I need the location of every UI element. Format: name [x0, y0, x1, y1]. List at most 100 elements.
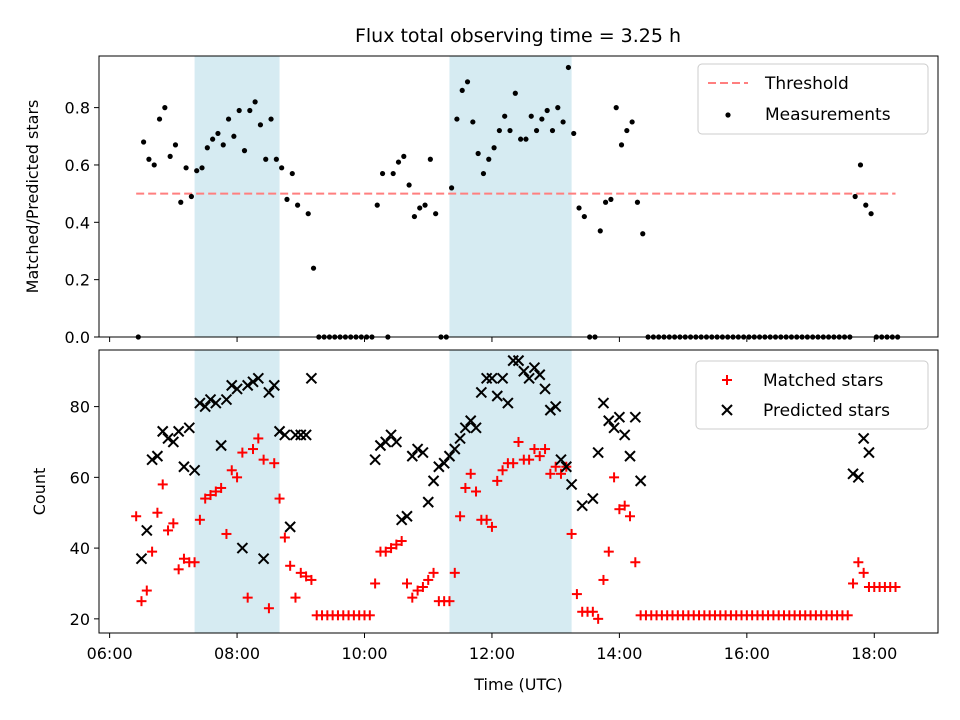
measurement-point	[194, 168, 200, 174]
top-legend: Threshold Measurements	[697, 63, 929, 135]
predicted-star-point	[592, 446, 604, 459]
marker-stroke	[226, 379, 238, 392]
top-panel: 0.00.20.40.60.8 Matched/Predicted stars …	[23, 55, 939, 347]
marker-stroke	[555, 453, 567, 466]
marker-stroke	[263, 386, 275, 399]
measurement-point	[225, 116, 232, 122]
top-axes: 0.0 0.2 0.4 0.6 0.8	[65, 99, 875, 347]
measurement-point	[146, 156, 152, 162]
y-tick-label: 0.8	[65, 99, 90, 118]
predicted-star-point	[141, 524, 153, 537]
predicted-star-point	[523, 372, 535, 385]
predicted-star-point	[470, 422, 482, 434]
measurement-point	[406, 182, 412, 188]
bottom-y-axis-label: Count	[30, 468, 49, 516]
marker-stroke	[587, 492, 599, 505]
matched-star-point	[131, 511, 142, 522]
measurement-point	[305, 211, 311, 217]
predicted-star-point	[475, 386, 488, 399]
bottom-axes-frame	[98, 349, 939, 634]
measurement-point	[549, 127, 556, 134]
measurement-point	[539, 116, 545, 122]
matched-star-point	[189, 557, 200, 568]
marker-stroke	[215, 439, 227, 452]
marker-stroke	[417, 446, 429, 459]
measurement-point	[284, 196, 290, 202]
predicted-star-point	[199, 400, 211, 413]
predicted-star-point	[502, 397, 514, 409]
marker-stroke	[560, 461, 572, 473]
y-tick-label: 60	[70, 468, 90, 487]
measurement-point	[427, 156, 433, 162]
y-tick-label: 0.0	[65, 328, 90, 347]
highlight-span	[194, 56, 280, 337]
measurement-point	[565, 64, 572, 71]
predicted-star-point	[268, 379, 280, 392]
marker-stroke	[279, 429, 291, 441]
matched-star-point	[147, 546, 158, 557]
matched-star-point	[285, 560, 296, 571]
predicted-star-point	[539, 383, 551, 395]
marker-stroke	[284, 521, 296, 533]
predicted-star-point	[178, 461, 190, 473]
legend-predicted-label: Predicted stars	[763, 401, 890, 421]
bottom-axes: 20 40 60 80 06:00 08:00 10:00 12:00 14:00 16:00 18…	[70, 398, 898, 663]
marker-stroke	[199, 400, 211, 413]
top-legend-box	[697, 63, 929, 135]
measurement-point	[289, 170, 295, 177]
matched-star-point	[269, 458, 280, 469]
predicted-star-point	[289, 429, 302, 441]
matched-star-point	[508, 458, 519, 469]
measurement-point	[422, 202, 428, 208]
matched-star-point	[152, 507, 163, 518]
matched-star-point	[593, 613, 604, 624]
matched-stars-series	[131, 433, 901, 624]
measurement-point	[486, 156, 492, 162]
y-tick-label: 0.6	[65, 156, 90, 175]
measurement-point	[247, 107, 253, 114]
x-tick-label: 16:00	[724, 644, 770, 663]
measurement-point	[640, 231, 646, 237]
marker-stroke	[268, 379, 280, 392]
marker-stroke	[629, 411, 642, 423]
predicted-star-point	[486, 372, 498, 385]
matched-star-point	[200, 493, 211, 504]
marker-stroke	[427, 475, 440, 487]
predicted-star-point	[847, 468, 859, 480]
marker-stroke	[220, 393, 233, 406]
measurement-point	[491, 145, 497, 151]
predicted-star-point	[512, 354, 525, 367]
marker-stroke	[273, 425, 286, 438]
measurement-point	[231, 133, 237, 139]
predicted-star-point	[565, 478, 578, 491]
legend-matched-label: Matched stars	[763, 371, 883, 391]
predicted-star-point	[279, 429, 291, 441]
legend-predicted-swatch	[721, 404, 733, 416]
marker-stroke	[592, 446, 604, 459]
matched-star-point	[237, 447, 248, 458]
matched-star-point	[380, 546, 391, 557]
predicted-star-point	[188, 464, 201, 476]
marker-stroke	[863, 446, 875, 459]
marker-stroke	[449, 443, 461, 455]
marker-stroke	[172, 425, 185, 438]
matched-star-point	[513, 436, 524, 447]
matched-star-point	[609, 472, 620, 483]
measurement-point	[210, 136, 216, 142]
predicted-star-point	[401, 510, 413, 522]
predicted-star-point	[385, 429, 397, 441]
matched-star-point	[471, 486, 482, 497]
predicted-star-point	[135, 553, 148, 565]
marker-stroke	[162, 432, 174, 445]
predicted-star-point	[852, 471, 865, 484]
bottom-legend-box	[695, 360, 929, 430]
matched-star-point	[587, 606, 598, 617]
measurement-point	[634, 199, 641, 205]
marker-stroke	[178, 461, 190, 473]
matched-star-point	[497, 465, 508, 476]
measurement-point	[172, 142, 179, 148]
marker-stroke	[151, 450, 164, 462]
measurement-point	[868, 211, 874, 217]
predicted-star-point	[151, 450, 164, 462]
measurement-point	[417, 205, 423, 211]
